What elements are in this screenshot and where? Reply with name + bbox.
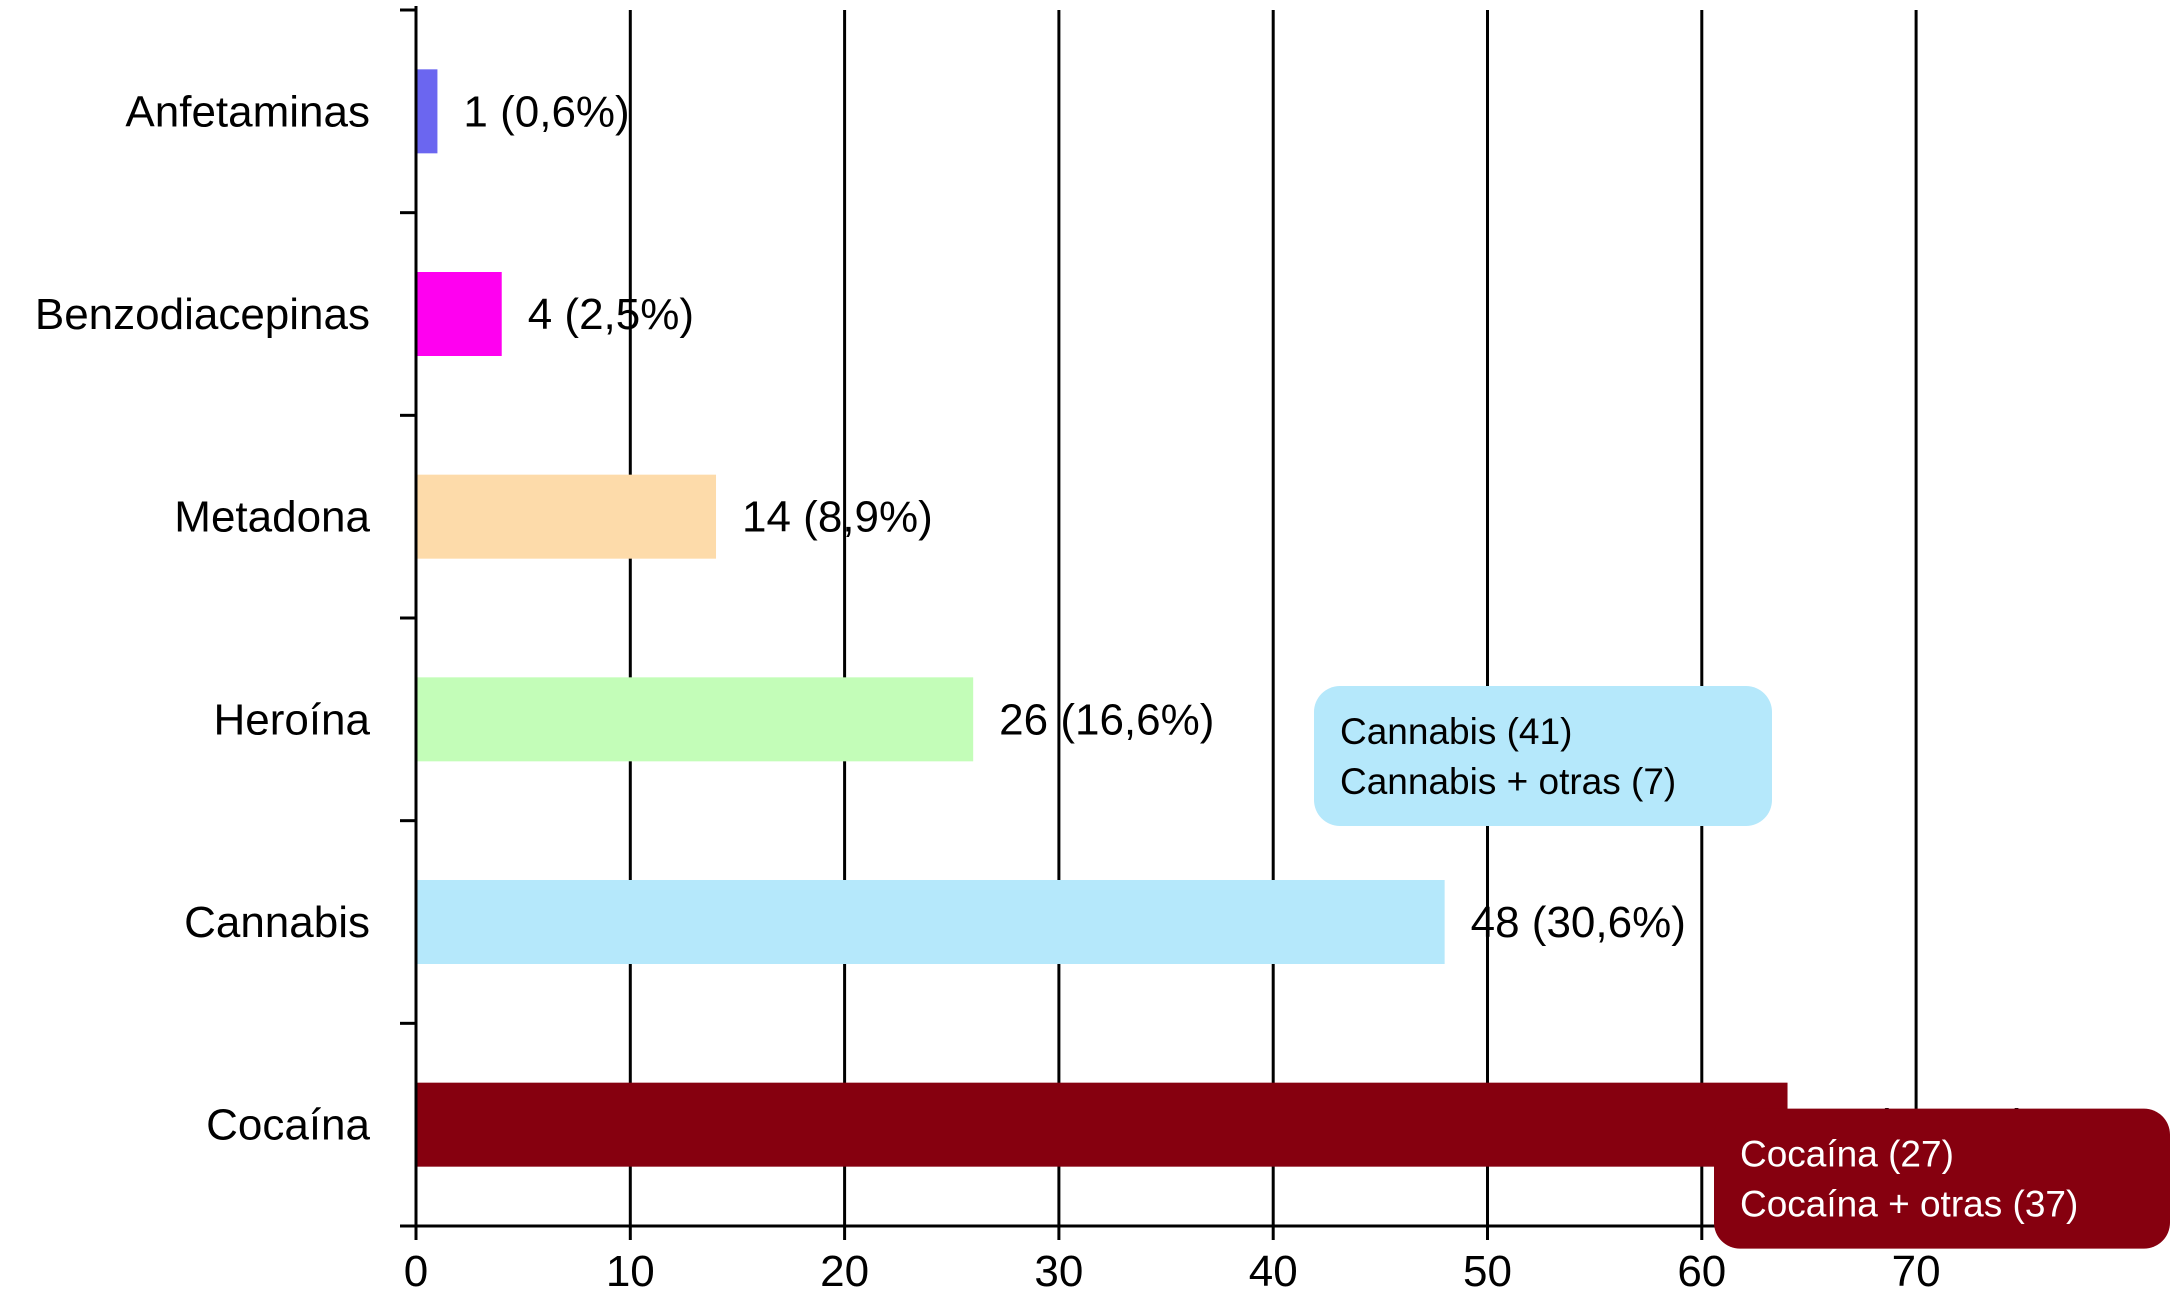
annotations: Cannabis (41) Cannabis + otras (7) Cocaína… [1314, 686, 2170, 1249]
bar-heroina [416, 677, 974, 762]
category-label-anfetaminas: Anfetaminas [125, 87, 370, 136]
annotation-box-cannabis [1314, 686, 1772, 826]
grid-lines [628, 10, 1918, 1226]
bars [416, 69, 1788, 1167]
x-tick-label-50: 50 [1463, 1247, 1512, 1296]
bar-cocaina [416, 1082, 1788, 1167]
x-tick-label-20: 20 [820, 1247, 869, 1296]
data-label-benzodiacepinas: 4 (2,5%) [528, 290, 694, 339]
x-tick-label-70: 70 [1892, 1247, 1941, 1296]
axes [400, 6, 1919, 1240]
category-label-metadona: Metadona [174, 493, 370, 542]
bar-anfetaminas [416, 69, 438, 154]
annotation-line-cannabis-1: Cannabis (41) [1340, 711, 1572, 752]
annotation-box-cocaina [1714, 1108, 2170, 1249]
category-label-cannabis: Cannabis [184, 898, 370, 947]
data-label-heroina: 26 (16,6%) [999, 695, 1214, 744]
bar-metadona [416, 474, 717, 559]
x-tick-label-10: 10 [606, 1247, 655, 1296]
category-label-heroina: Heroína [213, 695, 370, 744]
data-label-cannabis: 48 (30,6%) [1471, 898, 1686, 947]
data-label-anfetaminas: 1 (0,6%) [463, 87, 629, 136]
annotation-line-cocaina-2: Cocaína + otras (37) [1740, 1184, 2078, 1225]
x-tick-label-60: 60 [1677, 1247, 1726, 1296]
bar-benzodiacepinas [416, 272, 502, 356]
x-tick-label-0: 0 [404, 1247, 428, 1296]
annotation-cocaina: Cocaína (27) Cocaína + otras (37) [1714, 1108, 2170, 1249]
x-tick-label-30: 30 [1034, 1247, 1083, 1296]
annotation-cannabis: Cannabis (41) Cannabis + otras (7) [1314, 686, 1772, 826]
x-tick-label-40: 40 [1249, 1247, 1298, 1296]
category-label-benzodiacepinas: Benzodiacepinas [35, 290, 370, 339]
annotation-line-cocaina-1: Cocaína (27) [1740, 1134, 1954, 1175]
annotation-line-cannabis-2: Cannabis + otras (7) [1340, 761, 1676, 802]
category-label-cocaina: Cocaína [206, 1101, 370, 1150]
data-label-metadona: 14 (8,9%) [742, 493, 933, 542]
bar-cannabis [416, 880, 1445, 964]
